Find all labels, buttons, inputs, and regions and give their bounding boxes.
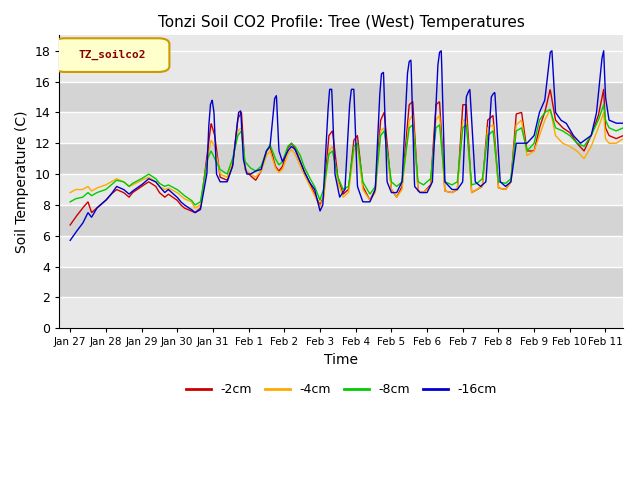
-8cm xyxy=(604,122,611,128)
-16cm xyxy=(604,108,611,113)
-2cm xyxy=(604,130,611,135)
Line: -8cm: -8cm xyxy=(70,105,623,205)
-2cm xyxy=(600,86,607,92)
-2cm xyxy=(620,132,627,138)
-8cm xyxy=(95,189,102,195)
-8cm xyxy=(191,202,199,208)
-2cm xyxy=(321,184,328,190)
-16cm xyxy=(620,120,627,126)
Line: -4cm: -4cm xyxy=(70,109,623,208)
-8cm xyxy=(620,125,627,131)
-2cm xyxy=(335,179,343,184)
Bar xyxy=(60,112,623,143)
Bar xyxy=(60,82,623,112)
-4cm xyxy=(620,136,627,142)
-4cm xyxy=(95,185,102,191)
-4cm xyxy=(67,190,74,195)
-4cm xyxy=(321,185,328,191)
-16cm xyxy=(321,172,328,178)
-4cm xyxy=(604,139,612,144)
-16cm xyxy=(604,106,611,111)
-8cm xyxy=(321,179,328,184)
Line: -2cm: -2cm xyxy=(70,89,623,225)
-16cm xyxy=(67,238,74,243)
Legend: -2cm, -4cm, -8cm, -16cm: -2cm, -4cm, -8cm, -16cm xyxy=(180,378,502,401)
-16cm xyxy=(502,183,509,189)
Bar xyxy=(60,51,623,82)
FancyBboxPatch shape xyxy=(54,38,170,72)
-4cm xyxy=(604,138,611,144)
-8cm xyxy=(335,178,343,184)
Text: TZ_soilco2: TZ_soilco2 xyxy=(78,50,146,60)
-8cm xyxy=(600,102,607,108)
Bar xyxy=(60,236,623,266)
-2cm xyxy=(67,222,74,228)
-4cm xyxy=(546,107,554,112)
Bar xyxy=(60,143,623,174)
-4cm xyxy=(335,183,343,189)
-4cm xyxy=(191,205,199,211)
-16cm xyxy=(95,204,102,210)
Bar xyxy=(60,205,623,236)
-8cm xyxy=(67,199,74,204)
-4cm xyxy=(502,186,510,192)
-8cm xyxy=(604,122,612,128)
-2cm xyxy=(95,204,102,210)
Y-axis label: Soil Temperature (C): Soil Temperature (C) xyxy=(15,110,29,253)
Line: -16cm: -16cm xyxy=(70,51,623,240)
-16cm xyxy=(548,48,556,54)
-16cm xyxy=(335,192,343,198)
Bar xyxy=(60,298,623,328)
Title: Tonzi Soil CO2 Profile: Tree (West) Temperatures: Tonzi Soil CO2 Profile: Tree (West) Temp… xyxy=(158,15,525,30)
-8cm xyxy=(502,180,510,186)
Bar xyxy=(60,266,623,298)
-2cm xyxy=(604,129,611,134)
X-axis label: Time: Time xyxy=(324,353,358,367)
-2cm xyxy=(502,186,509,192)
Bar xyxy=(60,174,623,205)
